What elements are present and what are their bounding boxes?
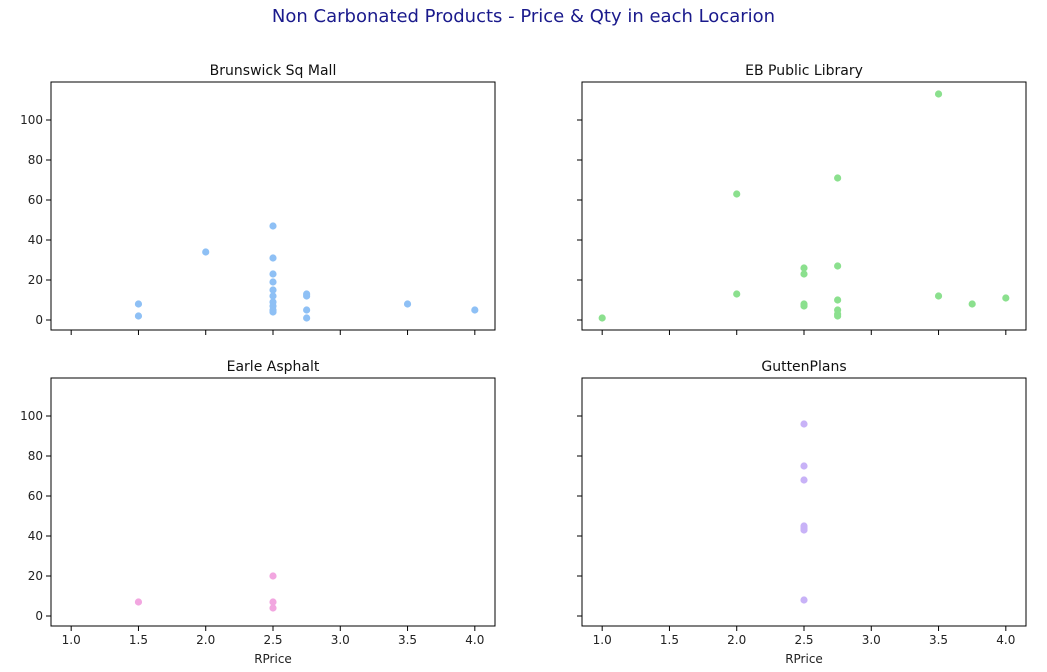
data-point xyxy=(303,292,311,300)
data-point xyxy=(269,308,277,316)
data-point xyxy=(800,302,808,310)
data-point xyxy=(800,420,808,428)
data-point xyxy=(834,296,842,304)
data-point xyxy=(598,314,606,322)
data-point xyxy=(934,292,943,300)
data-point xyxy=(834,312,842,320)
x-tick-label: 3.0 xyxy=(862,633,881,647)
data-point xyxy=(968,300,976,308)
x-tick-label: 4.0 xyxy=(996,633,1015,647)
data-point xyxy=(269,572,277,580)
data-point xyxy=(403,300,412,308)
x-tick-label: 1.5 xyxy=(129,633,148,647)
data-point xyxy=(202,248,210,256)
x-tick-label: 3.5 xyxy=(398,633,417,647)
x-tick-label: 1.5 xyxy=(660,633,679,647)
data-point xyxy=(733,190,741,198)
data-point xyxy=(269,278,277,286)
data-point xyxy=(269,286,277,294)
data-point xyxy=(303,314,311,322)
y-tick-label: 100 xyxy=(20,409,43,423)
x-tick-label: 3.5 xyxy=(929,633,948,647)
y-tick-label: 0 xyxy=(35,313,43,327)
panel-title: GuttenPlans xyxy=(761,359,846,375)
data-point xyxy=(800,596,808,604)
y-tick-label: 40 xyxy=(28,529,43,543)
data-point xyxy=(303,306,311,314)
y-tick-label: 80 xyxy=(28,449,43,463)
data-point xyxy=(834,174,842,182)
y-tick-label: 0 xyxy=(35,609,43,623)
x-tick-label: 2.0 xyxy=(727,633,746,647)
data-point xyxy=(800,264,808,272)
figure-title: Non Carbonated Products - Price & Qty in… xyxy=(271,6,776,27)
data-point xyxy=(800,526,808,534)
data-point xyxy=(471,306,479,314)
data-point xyxy=(800,462,808,470)
x-tick-label: 2.0 xyxy=(196,633,215,647)
data-point xyxy=(134,312,143,320)
data-point xyxy=(269,598,277,606)
data-point xyxy=(834,262,842,270)
y-tick-label: 60 xyxy=(28,489,43,503)
y-tick-label: 20 xyxy=(28,569,43,583)
data-point xyxy=(733,290,741,298)
panel-title: EB Public Library xyxy=(745,63,863,79)
x-tick-label: 1.0 xyxy=(593,633,612,647)
data-point xyxy=(934,90,943,98)
panel-title: Earle Asphalt xyxy=(227,359,320,375)
panel-frame xyxy=(581,81,1027,331)
data-point xyxy=(800,270,808,278)
y-tick-label: 20 xyxy=(28,273,43,287)
y-tick-label: 80 xyxy=(28,153,43,167)
panel-frame xyxy=(50,377,496,627)
x-tick-label: 2.5 xyxy=(263,633,282,647)
data-point xyxy=(269,254,277,262)
y-tick-label: 100 xyxy=(20,113,43,127)
x-axis-label: RPrice xyxy=(785,652,823,666)
panel-frame xyxy=(581,377,1027,627)
data-point xyxy=(269,222,277,230)
y-tick-label: 60 xyxy=(28,193,43,207)
x-axis-label: RPrice xyxy=(254,652,292,666)
x-tick-label: 1.0 xyxy=(62,633,81,647)
panel-title: Brunswick Sq Mall xyxy=(210,63,337,79)
data-point xyxy=(134,598,143,606)
data-point xyxy=(800,476,808,484)
x-tick-label: 3.0 xyxy=(331,633,350,647)
data-point xyxy=(269,270,277,278)
y-tick-label: 40 xyxy=(28,233,43,247)
x-tick-label: 2.5 xyxy=(794,633,813,647)
data-point xyxy=(1002,294,1010,302)
x-tick-label: 4.0 xyxy=(465,633,484,647)
data-point xyxy=(269,292,277,300)
data-point xyxy=(269,604,277,612)
data-point xyxy=(134,300,143,308)
